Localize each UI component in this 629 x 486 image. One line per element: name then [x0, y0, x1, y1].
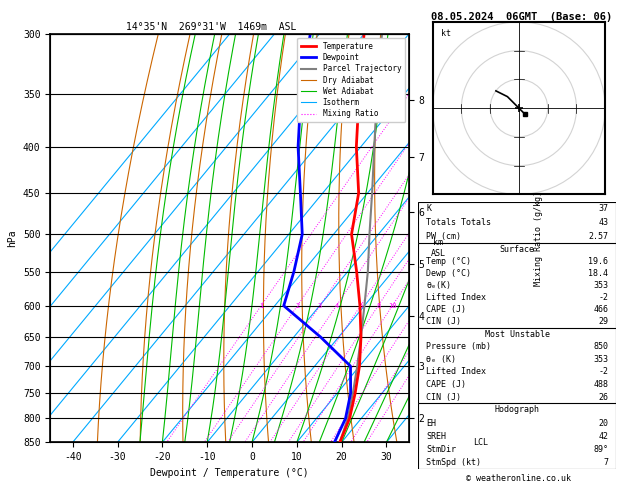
Text: Lifted Index: Lifted Index	[426, 293, 486, 302]
Text: 8: 8	[376, 303, 381, 309]
X-axis label: Dewpoint / Temperature (°C): Dewpoint / Temperature (°C)	[150, 468, 309, 478]
Text: Dewp (°C): Dewp (°C)	[426, 269, 471, 278]
Text: Mixing Ratio (g/kg): Mixing Ratio (g/kg)	[535, 191, 543, 286]
Text: Hodograph: Hodograph	[495, 405, 540, 415]
Text: CAPE (J): CAPE (J)	[426, 305, 466, 314]
Text: StmDir: StmDir	[426, 445, 456, 454]
Text: 6: 6	[359, 303, 362, 309]
Text: 7: 7	[603, 458, 608, 467]
Text: © weatheronline.co.uk: © weatheronline.co.uk	[467, 474, 571, 483]
Text: 10: 10	[388, 303, 396, 309]
Text: CAPE (J): CAPE (J)	[426, 380, 466, 389]
Text: 14°35'N  269°31'W  1469m  ASL: 14°35'N 269°31'W 1469m ASL	[126, 22, 296, 32]
Text: CIN (J): CIN (J)	[426, 317, 461, 327]
Text: 19.6: 19.6	[589, 257, 608, 266]
Text: 18.4: 18.4	[589, 269, 608, 278]
Text: 20: 20	[599, 418, 608, 428]
Text: -2: -2	[599, 367, 608, 377]
Text: SREH: SREH	[426, 432, 446, 441]
Text: Pressure (mb): Pressure (mb)	[426, 342, 491, 351]
Text: StmSpd (kt): StmSpd (kt)	[426, 458, 481, 467]
Text: 43: 43	[599, 218, 608, 227]
Text: PW (cm): PW (cm)	[426, 232, 461, 241]
Text: CIN (J): CIN (J)	[426, 393, 461, 401]
Text: 2.57: 2.57	[589, 232, 608, 241]
Text: 353: 353	[594, 281, 608, 290]
Text: LCL: LCL	[474, 438, 488, 447]
Text: -2: -2	[599, 293, 608, 302]
Text: K: K	[426, 204, 431, 213]
Text: 26: 26	[599, 393, 608, 401]
Text: 42: 42	[599, 432, 608, 441]
Text: Lifted Index: Lifted Index	[426, 367, 486, 377]
Y-axis label: km
ASL: km ASL	[431, 238, 446, 258]
Text: θₑ (K): θₑ (K)	[426, 355, 456, 364]
Text: θₑ(K): θₑ(K)	[426, 281, 451, 290]
Text: 353: 353	[594, 355, 608, 364]
Text: kt: kt	[442, 29, 451, 38]
Text: Most Unstable: Most Unstable	[485, 330, 550, 339]
Legend: Temperature, Dewpoint, Parcel Trajectory, Dry Adiabat, Wet Adiabat, Isotherm, Mi: Temperature, Dewpoint, Parcel Trajectory…	[298, 38, 405, 122]
Text: 850: 850	[594, 342, 608, 351]
Text: 488: 488	[594, 380, 608, 389]
Text: Temp (°C): Temp (°C)	[426, 257, 471, 266]
Text: 2: 2	[295, 303, 299, 309]
Text: 08.05.2024  06GMT  (Base: 06): 08.05.2024 06GMT (Base: 06)	[431, 12, 613, 22]
Text: 89°: 89°	[594, 445, 608, 454]
Text: 37: 37	[599, 204, 608, 213]
Text: 4: 4	[334, 303, 338, 309]
Text: Surface: Surface	[500, 244, 535, 254]
Text: Totals Totals: Totals Totals	[426, 218, 491, 227]
Text: 29: 29	[599, 317, 608, 327]
Y-axis label: hPa: hPa	[8, 229, 18, 247]
Text: 1: 1	[259, 303, 263, 309]
Text: EH: EH	[426, 418, 436, 428]
Text: 3: 3	[318, 303, 322, 309]
Text: 466: 466	[594, 305, 608, 314]
